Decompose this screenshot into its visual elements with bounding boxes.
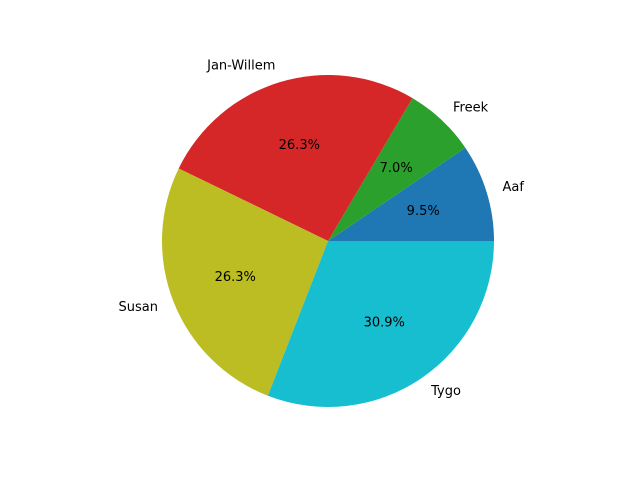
slice-label-jan-willem: Jan-Willem [206, 59, 275, 74]
pie-slice-jan-willem [178, 75, 413, 241]
slice-label-tygo: Tygo [430, 384, 461, 399]
pie-labels: Aaf 9.5% Freek 7.0% Jan-Willem 26.3% Susan 26.3… [119, 59, 525, 400]
pie-slice-susan [162, 168, 328, 396]
pct-label-freek: 7.0% [380, 161, 413, 176]
pie-slice-tygo [267, 241, 494, 407]
pct-label-tygo: 30.9% [364, 316, 405, 331]
pie-slice-freek [328, 98, 466, 242]
pie-slice-aaf [328, 147, 494, 241]
pct-label-susan: 26.3% [215, 270, 256, 285]
pie-slices [162, 75, 494, 407]
slice-label-susan: Susan [119, 300, 158, 315]
pct-label-aaf: 9.5% [407, 204, 440, 219]
slice-label-aaf: Aaf [503, 180, 525, 195]
slice-label-freek: Freek [453, 100, 489, 115]
pct-label-jan-willem: 26.3% [279, 138, 320, 153]
